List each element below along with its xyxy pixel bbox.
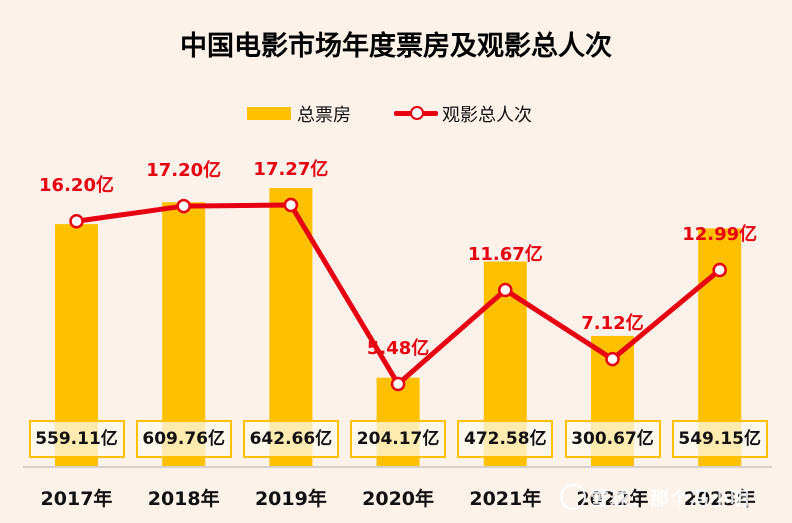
attendance-marker-icon [390, 376, 406, 392]
x-axis-year-label: 2020年 [362, 488, 435, 510]
attendance-marker-icon [283, 197, 299, 213]
attendance-label: 7.12亿 [581, 313, 644, 335]
box-office-value: 472.58亿 [457, 420, 554, 458]
attendance-label: 17.27亿 [253, 159, 329, 180]
watermark-logo-icon [560, 484, 586, 510]
legend-line-marker-icon [410, 106, 424, 120]
box-office-value: 609.76亿 [135, 420, 232, 458]
attendance-label: 16.20亿 [39, 175, 114, 197]
x-axis-year-label: 2021年 [469, 488, 542, 510]
legend-bar-swatch-icon [247, 107, 291, 120]
attendance-markers [69, 197, 727, 392]
attendance-label: 11.67亿 [467, 244, 543, 266]
attendance-marker-icon [498, 282, 513, 298]
watermark: 雪球：那个冯小明 [590, 488, 751, 510]
attendance-label: 17.20亿 [146, 160, 222, 182]
x-axis-year-label: 2023年 [683, 488, 756, 510]
attendance-label: 12.99亿 [682, 223, 758, 245]
attendance-marker-icon [69, 213, 84, 229]
box-office-value: 300.67亿 [564, 420, 661, 458]
attendance-marker-icon [605, 351, 620, 367]
box-office-bar [269, 188, 313, 466]
attendance-label: 5.48亿 [366, 338, 430, 359]
attendance-marker-icon [712, 262, 727, 278]
x-axis-year-label: 2019年 [254, 488, 327, 510]
box-office-value: 559.11亿 [28, 420, 125, 458]
box-office-value: 549.15亿 [671, 420, 768, 458]
legend-bar-label: 总票房 [297, 105, 351, 126]
box-office-value: 204.17亿 [350, 420, 447, 458]
x-axis-year-label: 2018年 [147, 488, 220, 510]
legend-line-label: 观影总人次 [442, 105, 532, 126]
legend: 总票房 观影总人次 [0, 100, 792, 126]
x-axis-line [23, 466, 772, 468]
chart-title: 中国电影市场年度票房及观影总人次 [180, 31, 612, 62]
x-axis-year-label: 2022年 [576, 488, 649, 510]
box-office-value: 642.66亿 [242, 420, 339, 458]
x-axis-year-label: 2017年 [40, 488, 113, 510]
attendance-marker-icon [176, 198, 191, 214]
